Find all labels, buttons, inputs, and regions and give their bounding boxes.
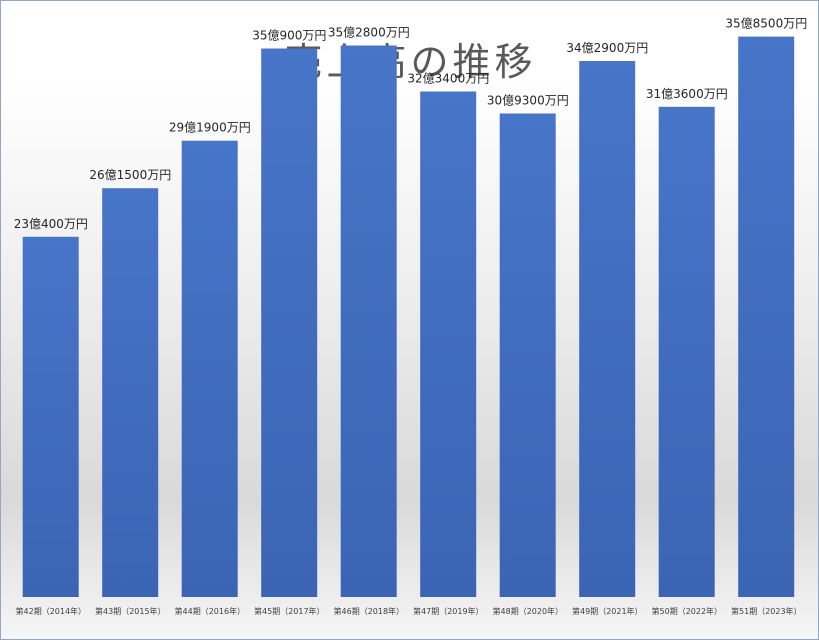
- x-tick-label-2: 第43期（2015年）: [95, 606, 166, 616]
- data-label-4: 35億900万円: [252, 29, 326, 43]
- data-label-6: 32億3400万円: [407, 72, 489, 86]
- x-tick-label-1: 第42期（2014年）: [16, 606, 87, 616]
- bar-8: [579, 61, 636, 597]
- x-tick-label-8: 第49期（2021年）: [572, 606, 643, 616]
- data-label-5: 35億2800万円: [328, 26, 410, 40]
- bar-2: [102, 188, 159, 597]
- data-label-3: 29億1900万円: [169, 121, 251, 135]
- data-label-2: 26億1500万円: [89, 168, 171, 182]
- bar-3: [181, 140, 238, 597]
- bar-5: [340, 45, 397, 597]
- data-label-7: 30億9300万円: [487, 94, 569, 108]
- bar-10: [738, 36, 795, 598]
- bar-4: [261, 48, 318, 597]
- data-label-10: 35億8500万円: [725, 17, 807, 31]
- x-tick-label-9: 第50期（2022年）: [652, 606, 723, 616]
- x-tick-label-10: 第51期（2023年）: [731, 606, 802, 616]
- x-tick-label-5: 第46期（2018年）: [334, 606, 405, 616]
- x-tick-label-3: 第44期（2016年）: [175, 606, 246, 616]
- data-label-9: 31億3600万円: [646, 87, 728, 101]
- bar-6: [420, 91, 477, 597]
- chart-title: 売上高の推移: [284, 40, 537, 84]
- bar-7: [499, 113, 556, 597]
- data-label-8: 34億2900万円: [566, 41, 648, 55]
- x-tick-label-7: 第48期（2020年）: [493, 606, 564, 616]
- bar-1: [22, 236, 79, 598]
- x-tick-label-4: 第45期（2017年）: [254, 606, 325, 616]
- x-tick-label-6: 第47期（2019年）: [413, 606, 484, 616]
- bar-9: [658, 106, 715, 598]
- data-label-1: 23億400万円: [14, 217, 88, 231]
